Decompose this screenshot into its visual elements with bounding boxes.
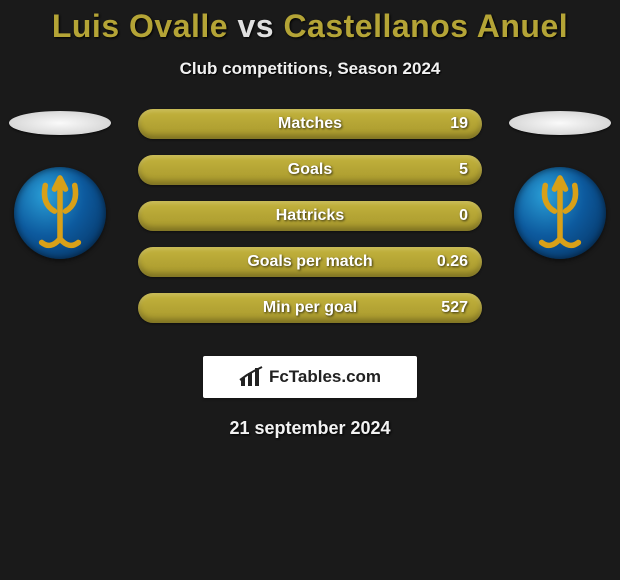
trident-icon [514, 167, 606, 259]
stat-row-goals: Goals 5 [138, 155, 482, 185]
stat-label: Min per goal [138, 293, 482, 323]
title-player2: Castellanos Anuel [283, 8, 568, 44]
player1-avatar-placeholder [9, 111, 111, 135]
player2-avatar-placeholder [509, 111, 611, 135]
stat-value-right: 0 [459, 201, 468, 231]
stats-compare-card: Luis Ovalle vs Castellanos Anuel Club co… [0, 0, 620, 580]
page-title: Luis Ovalle vs Castellanos Anuel [0, 0, 620, 45]
stat-label: Hattricks [138, 201, 482, 231]
stat-value-right: 0.26 [437, 247, 468, 277]
stat-row-goals-per-match: Goals per match 0.26 [138, 247, 482, 277]
snapshot-date: 21 september 2024 [0, 418, 620, 439]
stat-row-hattricks: Hattricks 0 [138, 201, 482, 231]
player2-column [500, 109, 620, 259]
player1-column [0, 109, 120, 259]
stat-label: Matches [138, 109, 482, 139]
compare-section: Matches 19 Goals 5 Hattricks 0 Goals per… [0, 109, 620, 334]
player2-club-badge [514, 167, 606, 259]
bar-chart-icon [239, 366, 265, 388]
player1-club-badge [14, 167, 106, 259]
stat-value-right: 19 [450, 109, 468, 139]
stat-label: Goals [138, 155, 482, 185]
brand-text: FcTables.com [269, 367, 381, 387]
subtitle: Club competitions, Season 2024 [0, 59, 620, 79]
stat-label: Goals per match [138, 247, 482, 277]
stats-bars: Matches 19 Goals 5 Hattricks 0 Goals per… [138, 109, 482, 323]
stat-value-right: 5 [459, 155, 468, 185]
stat-row-min-per-goal: Min per goal 527 [138, 293, 482, 323]
trident-icon [14, 167, 106, 259]
brand-badge[interactable]: FcTables.com [203, 356, 417, 398]
stat-value-right: 527 [441, 293, 468, 323]
title-vs: vs [237, 8, 274, 44]
stat-row-matches: Matches 19 [138, 109, 482, 139]
title-player1: Luis Ovalle [52, 8, 228, 44]
